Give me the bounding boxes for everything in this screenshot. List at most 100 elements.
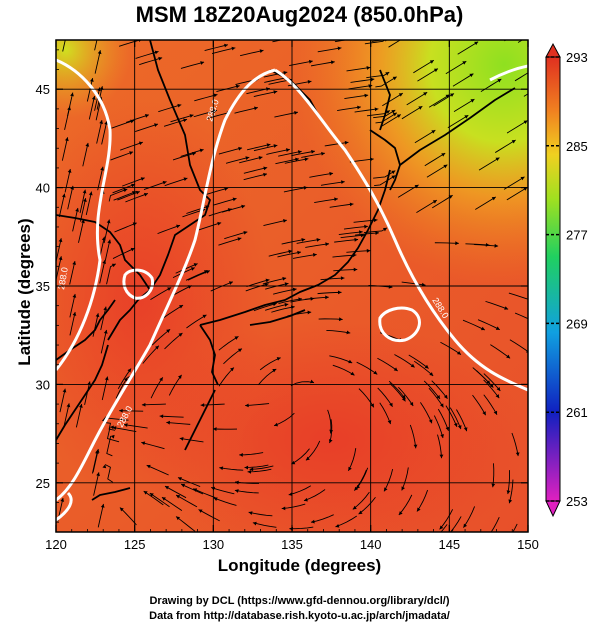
streamline-arrowhead xyxy=(535,30,539,33)
streamline xyxy=(223,348,243,365)
streamline xyxy=(346,250,371,253)
streamline xyxy=(213,497,237,506)
streamline-arrowhead xyxy=(200,403,205,407)
streamline-arrowhead xyxy=(159,377,163,382)
streamline xyxy=(303,489,326,502)
streamline-arrowhead xyxy=(234,336,239,340)
streamline-arrowhead xyxy=(273,144,278,148)
streamline xyxy=(164,485,187,499)
streamline-arrowhead xyxy=(464,115,469,119)
streamline-arrowhead xyxy=(112,426,117,430)
streamline xyxy=(309,172,334,178)
streamline-arrowhead xyxy=(391,170,396,175)
streamline xyxy=(143,181,167,191)
streamline-arrowhead xyxy=(340,276,345,281)
streamline-arrowhead xyxy=(348,359,353,364)
streamline xyxy=(272,40,284,43)
streamline xyxy=(288,485,312,496)
streamline xyxy=(158,104,182,113)
streamline-arrowhead xyxy=(219,466,224,471)
streamline xyxy=(198,222,222,231)
streamline-arrowhead xyxy=(453,422,458,427)
streamline-arrowhead xyxy=(310,296,315,301)
streamline-arrowhead xyxy=(405,35,409,38)
streamline-arrowhead xyxy=(348,466,352,471)
streamline xyxy=(346,67,371,72)
colorbar-tick-label: 277 xyxy=(566,228,588,243)
streamline xyxy=(281,503,306,509)
streamline-arrowhead xyxy=(364,93,369,98)
streamline xyxy=(262,277,287,285)
map-field: 288.0 288.0 288.0 288.0 xyxy=(56,30,544,532)
streamline xyxy=(92,313,99,337)
streamline-arrowhead xyxy=(58,238,63,243)
streamline xyxy=(490,516,500,532)
streamline-arrowhead xyxy=(540,84,544,87)
streamline-arrowhead xyxy=(366,66,371,70)
streamline xyxy=(64,168,71,193)
streamline-arrowhead xyxy=(335,523,340,528)
streamline-arrowhead xyxy=(101,236,106,241)
streamline-arrowhead xyxy=(110,425,114,430)
streamline xyxy=(358,388,375,408)
streamline xyxy=(305,243,330,248)
streamline xyxy=(382,92,403,107)
streamline xyxy=(218,336,239,351)
streamline xyxy=(141,441,165,450)
streamline-arrowhead xyxy=(176,495,181,499)
streamline xyxy=(243,173,268,181)
streamline xyxy=(388,380,406,400)
streamline xyxy=(506,186,528,201)
streamline xyxy=(424,152,446,167)
streamline-arrowhead xyxy=(432,200,437,204)
streamline-arrowhead xyxy=(102,464,107,469)
streamline xyxy=(150,287,172,301)
streamline xyxy=(504,40,507,42)
streamline-arrowhead xyxy=(232,197,237,202)
streamline-arrowhead xyxy=(103,329,108,334)
streamline-arrowhead xyxy=(224,187,229,191)
streamline xyxy=(79,198,87,222)
streamline-arrowhead xyxy=(504,306,509,310)
streamline xyxy=(97,503,104,528)
streamline-arrowhead xyxy=(64,137,69,142)
streamline xyxy=(452,73,474,87)
streamline-arrowhead xyxy=(439,403,444,408)
streamline xyxy=(483,373,501,392)
y-axis-ticks: 25 30 35 40 45 xyxy=(36,49,528,523)
streamline-arrowhead xyxy=(230,367,234,372)
streamline xyxy=(122,177,145,187)
streamline xyxy=(142,345,160,364)
streamline-arrowhead xyxy=(337,46,342,51)
streamline xyxy=(259,357,281,371)
streamline-arrowhead xyxy=(486,380,491,385)
streamline-arrowhead xyxy=(162,180,167,185)
streamline-arrowhead xyxy=(91,96,96,100)
wind-streamlines xyxy=(56,30,544,532)
streamline-arrowhead xyxy=(523,120,528,124)
streamline-arrowhead xyxy=(199,148,204,153)
streamline xyxy=(247,468,272,473)
streamline xyxy=(69,311,76,336)
streamline xyxy=(246,279,270,288)
streamline xyxy=(112,426,137,433)
streamline-arrowhead xyxy=(295,157,299,162)
streamline-arrowhead xyxy=(244,465,249,470)
streamline xyxy=(104,464,114,483)
streamline-arrowhead xyxy=(354,486,359,491)
streamline-arrowhead xyxy=(166,329,171,333)
streamline-arrowhead xyxy=(111,263,116,268)
streamline xyxy=(248,511,273,517)
streamline xyxy=(417,68,439,82)
streamline-arrowhead xyxy=(281,506,286,511)
streamline-arrowhead xyxy=(288,249,293,254)
streamline xyxy=(326,329,351,334)
streamline xyxy=(204,44,229,52)
streamline xyxy=(371,40,385,42)
streamline-arrowhead xyxy=(338,290,342,295)
x-tick-label: 130 xyxy=(202,537,224,552)
streamline-arrowhead xyxy=(429,372,434,376)
streamline xyxy=(401,467,409,491)
streamline xyxy=(414,129,436,144)
